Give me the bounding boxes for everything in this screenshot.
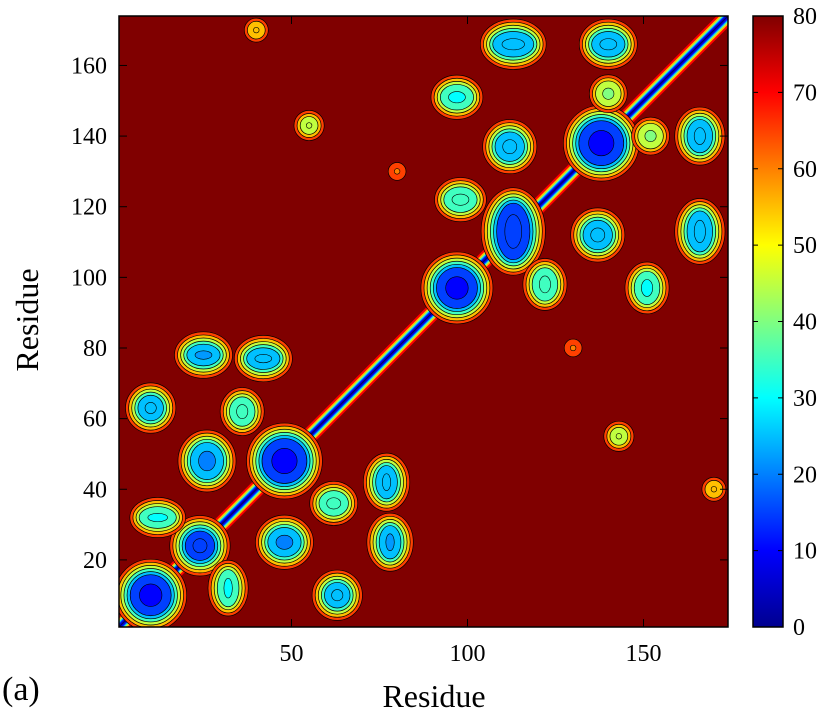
y-tick-label: 120 bbox=[71, 195, 107, 221]
contour-spot-3 bbox=[177, 429, 237, 493]
contour-spot-15 bbox=[420, 251, 494, 325]
contour-spot-29 bbox=[631, 116, 670, 156]
contour-layer bbox=[119, 16, 728, 627]
y-axis-label: Residue bbox=[9, 268, 45, 371]
contour-spot-5 bbox=[255, 514, 314, 570]
contour-spot-6 bbox=[311, 569, 363, 621]
contour-spot-22 bbox=[578, 18, 638, 70]
contour-spot-12 bbox=[362, 452, 411, 512]
contour-spot-30 bbox=[293, 110, 325, 141]
colorbar-tick-label: 60 bbox=[793, 157, 817, 183]
contour-spot-27 bbox=[674, 106, 726, 166]
colorbar-ticks: 0 10 20 30 40 50 60 70 80 bbox=[753, 4, 817, 641]
contour-spot-8 bbox=[246, 422, 323, 500]
y-tick-label: 140 bbox=[71, 124, 107, 150]
contour-spot-17 bbox=[562, 104, 640, 182]
y-tick-label: 100 bbox=[71, 265, 107, 291]
contour-spot-34 bbox=[387, 162, 407, 181]
contour-spot-10 bbox=[233, 335, 293, 383]
contour-spot-32 bbox=[243, 17, 269, 43]
x-axis-label: Residue bbox=[382, 678, 485, 714]
contour-spot-4 bbox=[129, 497, 186, 539]
contour-spot-0 bbox=[119, 558, 188, 627]
y-axis-ticks: 20 40 60 80 100 120 140 160 bbox=[71, 53, 728, 574]
contour-spot-7 bbox=[207, 559, 249, 617]
colorbar-tick-label: 20 bbox=[793, 462, 817, 488]
contour-spot-33 bbox=[701, 476, 727, 502]
contour-spot-25 bbox=[522, 258, 568, 311]
contour-spot-20 bbox=[434, 177, 487, 223]
contour-spot-24 bbox=[570, 207, 626, 263]
contour-spot-26 bbox=[674, 198, 726, 265]
contour-spot-35 bbox=[563, 338, 583, 358]
y-tick-label: 60 bbox=[83, 407, 107, 433]
colorbar-tick-label: 50 bbox=[793, 233, 817, 259]
x-tick-label: 150 bbox=[626, 641, 662, 667]
y-tick-label: 160 bbox=[71, 53, 107, 79]
contour-spot-13 bbox=[219, 387, 265, 436]
contour-spot-14 bbox=[309, 480, 359, 526]
x-tick-label: 100 bbox=[450, 641, 486, 667]
contour-spot-21 bbox=[480, 18, 547, 70]
colorbar-tick-label: 10 bbox=[793, 539, 817, 565]
colorbar-tick-label: 30 bbox=[793, 386, 817, 412]
plot-frame bbox=[118, 15, 729, 628]
contour-spot-31 bbox=[603, 420, 635, 452]
contour-spot-19 bbox=[482, 119, 538, 175]
colorbar-tick-label: 0 bbox=[793, 615, 805, 641]
colorbar-tick-label: 80 bbox=[793, 4, 817, 30]
contour-spot-1 bbox=[169, 515, 231, 577]
contour-spot-9 bbox=[174, 331, 233, 379]
contour-spot-18 bbox=[430, 74, 484, 120]
contour-spot-2 bbox=[125, 382, 177, 434]
colorbar-tick-label: 40 bbox=[793, 310, 817, 336]
contour-spot-11 bbox=[366, 512, 414, 572]
y-tick-label: 40 bbox=[83, 477, 107, 503]
contour-spot-16 bbox=[480, 187, 546, 276]
contour-spot-28 bbox=[588, 74, 628, 114]
x-axis-ticks: 50 100 150 bbox=[279, 16, 662, 667]
panel-label: (a) bbox=[2, 671, 40, 708]
y-tick-label: 20 bbox=[83, 548, 107, 574]
contour-spot-23 bbox=[624, 261, 670, 315]
y-tick-label: 80 bbox=[83, 336, 107, 362]
colorbar-tick-label: 70 bbox=[793, 80, 817, 106]
x-tick-label: 50 bbox=[279, 641, 303, 667]
